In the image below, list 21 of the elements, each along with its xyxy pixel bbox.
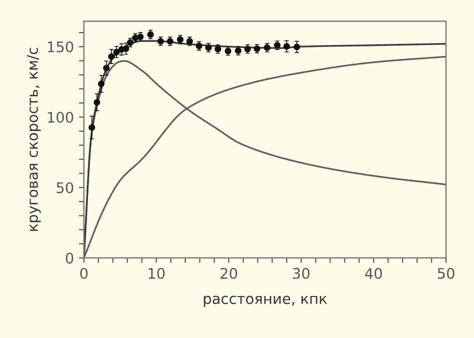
x-tick-label: 10 <box>148 268 165 279</box>
x-tick-label: 20 <box>220 268 238 279</box>
y-tick-label: 150 <box>48 41 74 52</box>
point <box>122 45 130 52</box>
point <box>98 80 105 88</box>
y-tick-label: 50 <box>56 182 74 194</box>
y-axis-title: круговая скорость, км/с <box>27 48 41 231</box>
point <box>283 43 290 50</box>
point <box>108 53 115 60</box>
y-tick-label: 0 <box>66 252 74 264</box>
point <box>113 48 120 56</box>
point <box>294 44 300 50</box>
x-tick-label: 0 <box>80 268 88 279</box>
point <box>94 98 100 106</box>
x-axis-title: расстояние, кпк <box>204 296 327 307</box>
x-tick-label: 30 <box>293 268 310 279</box>
x-tick-label: 40 <box>365 268 382 279</box>
y-tick-label: 100 <box>48 112 74 123</box>
point <box>88 124 96 131</box>
point <box>103 64 110 72</box>
x-tick-label: 50 <box>438 268 454 279</box>
